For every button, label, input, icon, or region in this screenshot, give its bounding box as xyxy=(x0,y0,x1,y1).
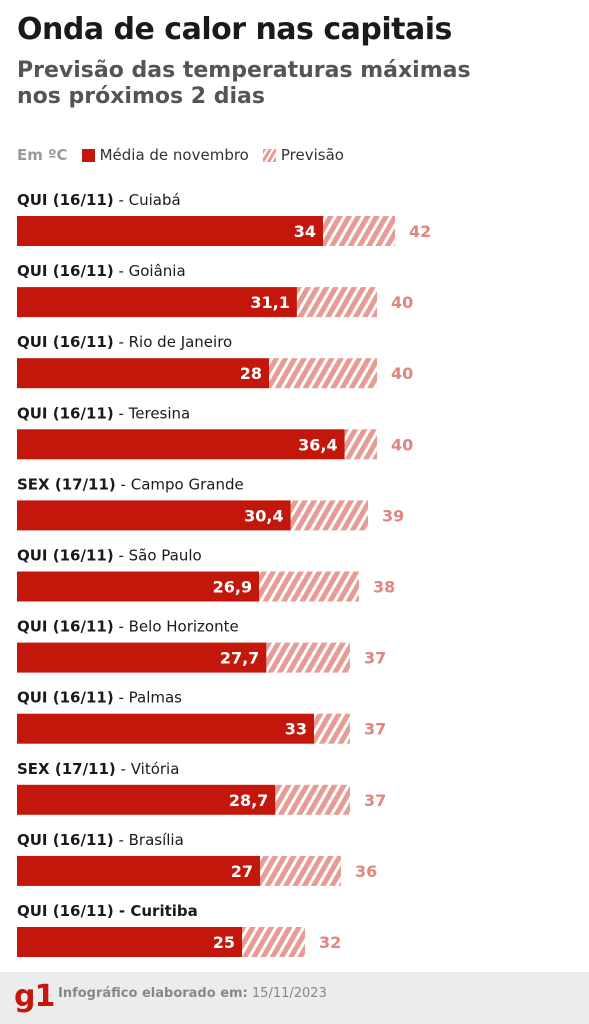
footer-text: Infográfico elaborado em: 15/11/2023 xyxy=(58,986,327,1001)
category-day: QUI (16/11) xyxy=(17,902,114,920)
legend-forecast-swatch xyxy=(262,148,276,162)
forecast-value-label: 32 xyxy=(319,933,341,952)
average-bar xyxy=(17,642,267,673)
footer-date: 15/11/2023 xyxy=(251,986,327,1001)
category-city: - Campo Grande xyxy=(116,475,244,493)
average-value-label: 25 xyxy=(213,933,235,952)
category-city: - Brasília xyxy=(114,831,184,849)
category-label: QUI (16/11) - Goiânia xyxy=(17,262,186,280)
average-value-label: 28 xyxy=(240,364,262,383)
average-bar xyxy=(17,429,345,460)
average-value-label: 27,7 xyxy=(220,649,259,668)
forecast-bar xyxy=(290,500,368,531)
category-label: QUI (16/11) - Cuiabá xyxy=(17,191,181,209)
average-bar xyxy=(17,784,276,815)
category-label: SEX (17/11) - Campo Grande xyxy=(17,475,244,493)
forecast-bar xyxy=(296,287,377,318)
average-value-label: 31,1 xyxy=(250,293,289,312)
subtitle-line-2: nos próximos 2 dias xyxy=(17,84,265,109)
category-city: - São Paulo xyxy=(114,547,202,565)
category-label: QUI (16/11) - Rio de Janeiro xyxy=(17,333,232,351)
category-day: QUI (16/11) xyxy=(17,831,114,849)
average-value-label: 30,4 xyxy=(244,506,283,525)
category-label: QUI (16/11) - Teresina xyxy=(17,404,190,422)
category-label: QUI (16/11) - Brasília xyxy=(17,831,184,849)
category-day: QUI (16/11) xyxy=(17,191,114,209)
average-value-label: 28,7 xyxy=(229,791,268,810)
category-day: QUI (16/11) xyxy=(17,618,114,636)
chart-title: Onda de calor nas capitais xyxy=(17,12,452,47)
forecast-bar xyxy=(260,855,341,886)
forecast-value-label: 36 xyxy=(355,862,377,881)
g1-logo: g1 xyxy=(14,979,55,1014)
legend-unit: Em ºC xyxy=(17,146,68,164)
forecast-value-label: 38 xyxy=(373,578,395,597)
category-label: QUI (16/11) - São Paulo xyxy=(17,547,202,565)
category-label: SEX (17/11) - Vitória xyxy=(17,760,179,778)
average-bar xyxy=(17,216,323,246)
subtitle-line-1: Previsão das temperaturas máximas xyxy=(17,58,471,83)
average-bar xyxy=(17,358,269,389)
forecast-bar xyxy=(269,358,377,389)
footer-label: Infográfico elaborado em: xyxy=(58,986,248,1001)
forecast-value-label: 40 xyxy=(391,364,413,383)
forecast-value-label: 37 xyxy=(364,791,386,810)
category-city: - Vitória xyxy=(116,760,180,778)
average-bar xyxy=(17,571,260,602)
average-value-label: 27 xyxy=(231,862,253,881)
legend-forecast-label: Previsão xyxy=(280,146,344,164)
category-city: - Rio de Janeiro xyxy=(114,333,233,351)
category-label: QUI (16/11) - Palmas xyxy=(17,689,182,707)
category-city: - Goiânia xyxy=(114,262,186,280)
category-day: SEX (17/11) xyxy=(17,760,116,778)
forecast-value-label: 42 xyxy=(409,222,431,241)
bar-chart: QUI (16/11) - Cuiabá 34 42 QUI (16/11) - Go… xyxy=(17,191,431,957)
average-value-label: 34 xyxy=(294,222,316,241)
forecast-value-label: 40 xyxy=(391,435,413,454)
average-value-label: 33 xyxy=(285,720,307,739)
forecast-value-label: 40 xyxy=(391,293,413,312)
forecast-bar xyxy=(323,216,395,246)
forecast-bar xyxy=(344,429,377,460)
category-day: QUI (16/11) xyxy=(17,689,114,707)
forecast-value-label: 37 xyxy=(364,649,386,668)
average-bar xyxy=(17,713,314,744)
forecast-bar xyxy=(314,713,350,744)
average-bar xyxy=(17,855,260,886)
category-city: - Curitiba xyxy=(114,902,198,920)
forecast-bar xyxy=(266,642,350,673)
footer: g1 Infográfico elaborado em: 15/11/2023 xyxy=(0,972,589,1024)
forecast-bar xyxy=(275,784,350,815)
category-day: SEX (17/11) xyxy=(17,475,116,493)
legend-average-swatch xyxy=(81,148,95,162)
average-bar xyxy=(17,500,291,531)
category-label: QUI (16/11) - Belo Horizonte xyxy=(17,618,239,636)
category-city: - Cuiabá xyxy=(114,191,181,209)
average-bar xyxy=(17,927,242,957)
average-bar xyxy=(17,287,297,318)
category-day: QUI (16/11) xyxy=(17,547,114,565)
average-value-label: 26,9 xyxy=(213,578,252,597)
category-city: - Palmas xyxy=(114,689,182,707)
category-label: QUI (16/11) - Curitiba xyxy=(17,902,198,920)
legend-average-label: Média de novembro xyxy=(99,146,249,164)
chart-subtitle: Previsão das temperaturas máximas nos pr… xyxy=(17,58,471,110)
forecast-value-label: 39 xyxy=(382,506,404,525)
category-day: QUI (16/11) xyxy=(17,262,114,280)
average-value-label: 36,4 xyxy=(298,435,337,454)
category-city: - Belo Horizonte xyxy=(114,618,239,636)
legend: Em ºC Média de novembro Previsão xyxy=(17,146,358,164)
category-day: QUI (16/11) xyxy=(17,333,114,351)
forecast-bar xyxy=(242,927,305,957)
forecast-value-label: 37 xyxy=(364,720,386,739)
category-city: - Teresina xyxy=(114,404,191,422)
forecast-bar xyxy=(259,571,359,602)
category-day: QUI (16/11) xyxy=(17,404,114,422)
